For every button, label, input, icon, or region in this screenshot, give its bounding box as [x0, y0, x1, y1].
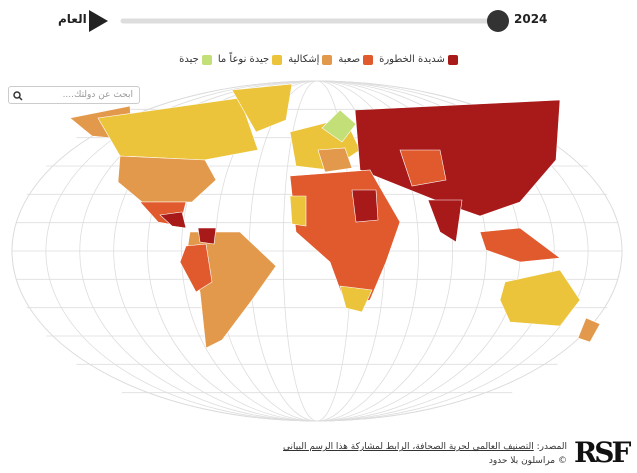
country[interactable]	[289, 195, 307, 227]
year-value: 2024	[514, 12, 548, 26]
search-icon	[13, 91, 23, 101]
footer: المصدر: التصنيف العالمي لحرية الصحافة، ا…	[283, 440, 567, 468]
source-link[interactable]: التصنيف العالمي لحرية الصحافة، الرابط لم…	[283, 442, 534, 452]
country[interactable]	[317, 147, 353, 173]
legend-swatch	[363, 54, 374, 65]
legend-item[interactable]: صعبة	[338, 54, 374, 65]
legend-swatch	[201, 54, 212, 65]
logo: RSF	[574, 436, 631, 469]
legend-swatch	[447, 54, 458, 65]
copyright: © مراسلون بلا حدود	[488, 456, 567, 466]
countries	[69, 83, 601, 349]
country[interactable]	[479, 227, 561, 263]
legend-item[interactable]: جيدة	[179, 54, 212, 65]
legend: شديدة الخطورة صعبة إشكالية جيدة نوعاً ما جيد…	[0, 54, 637, 65]
country[interactable]	[351, 189, 379, 223]
legend-label: صعبة	[338, 54, 361, 65]
legend-label: إشكالية	[288, 54, 320, 65]
country[interactable]	[427, 199, 463, 243]
country[interactable]	[231, 83, 293, 133]
country[interactable]	[179, 243, 213, 293]
legend-swatch	[322, 54, 333, 65]
country[interactable]	[577, 317, 601, 343]
country[interactable]	[399, 149, 447, 187]
country[interactable]	[197, 227, 217, 245]
play-button[interactable]	[89, 10, 108, 32]
country[interactable]	[159, 211, 187, 229]
legend-item[interactable]: إشكالية	[288, 54, 333, 65]
country[interactable]	[97, 97, 259, 161]
legend-item[interactable]: جيدة نوعاً ما	[217, 54, 283, 65]
legend-swatch	[272, 54, 283, 65]
year-label: العام	[58, 12, 87, 26]
legend-item[interactable]: شديدة الخطورة	[379, 54, 458, 65]
legend-label: جيدة نوعاً ما	[217, 54, 270, 65]
timeline-knob[interactable]	[487, 10, 509, 32]
country[interactable]	[117, 155, 217, 203]
legend-label: جيدة	[179, 54, 199, 65]
search-box[interactable]: ابحث عن دولتك....	[8, 86, 140, 104]
source-label: المصدر:	[536, 442, 567, 452]
legend-label: شديدة الخطورة	[379, 54, 445, 65]
country[interactable]	[339, 285, 373, 313]
country[interactable]	[499, 269, 581, 327]
search-placeholder: ابحث عن دولتك....	[62, 90, 133, 100]
